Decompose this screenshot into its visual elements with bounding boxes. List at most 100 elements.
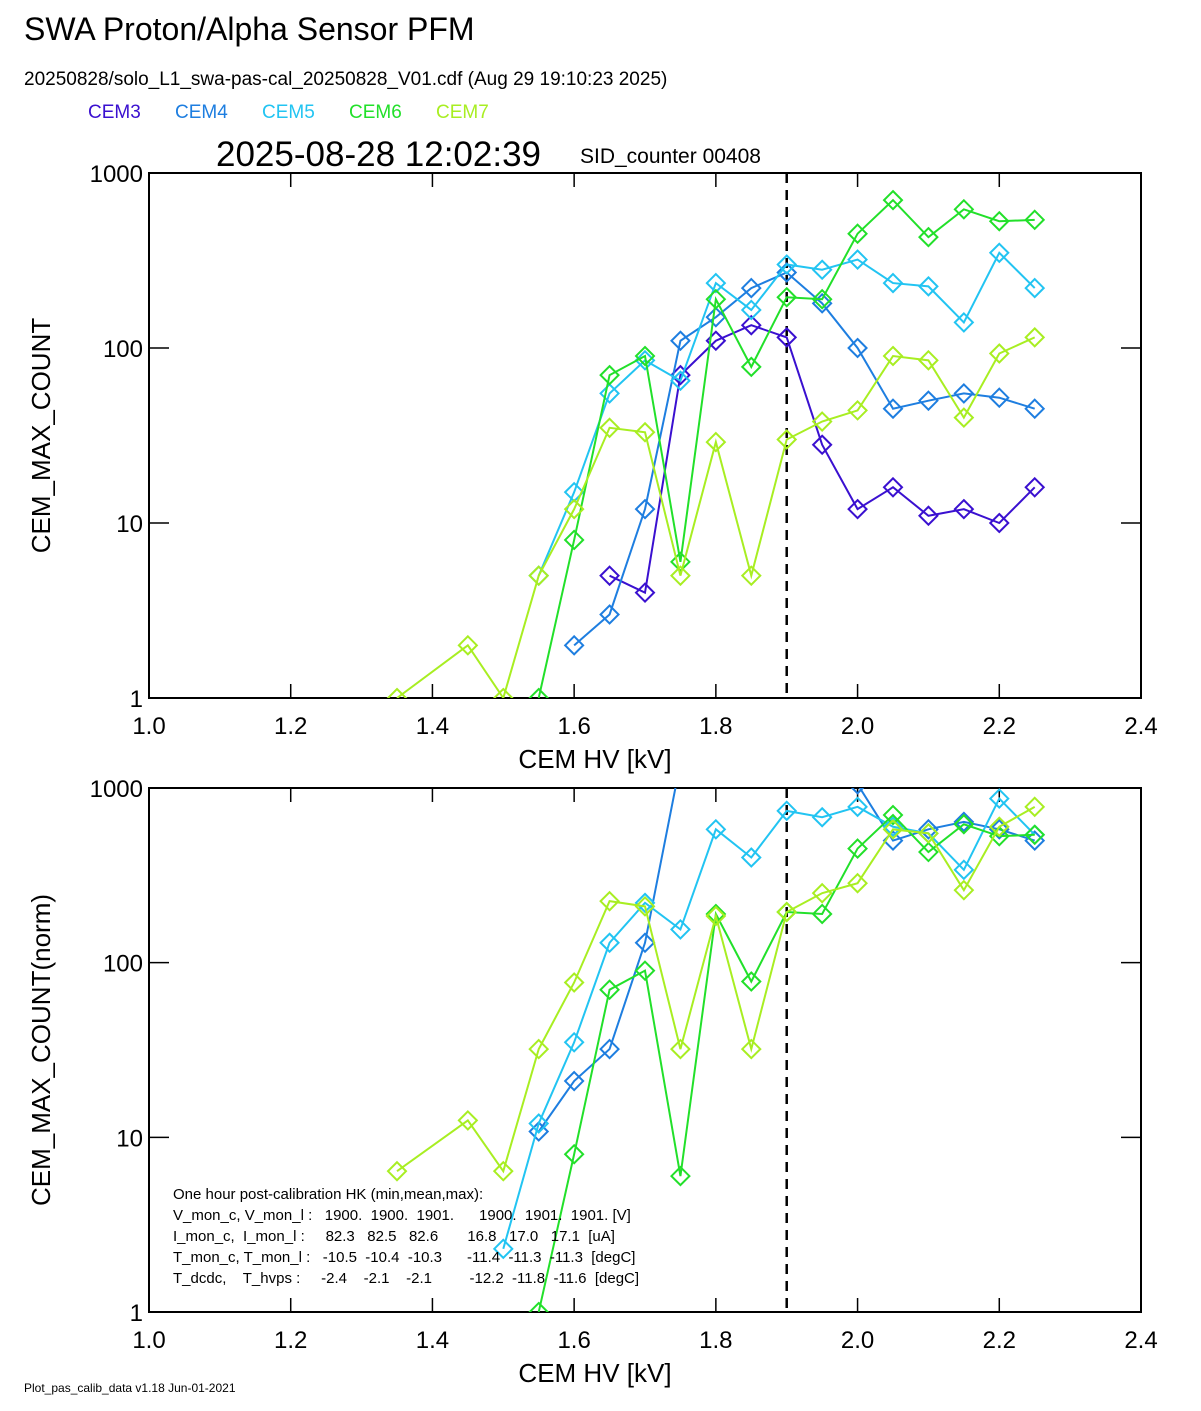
x-tick-label: 1.6 [557, 1327, 590, 1354]
data-point [811, 882, 833, 904]
data-point [599, 1038, 620, 1060]
x-tick-label: 2.0 [841, 713, 874, 740]
data-point [953, 383, 975, 404]
data-point [634, 960, 656, 982]
legend-entry: CEM4 [175, 102, 228, 123]
data-point [918, 822, 939, 844]
data-point [386, 1160, 408, 1182]
data-point [599, 417, 620, 439]
data-point [599, 383, 620, 404]
data-point [882, 345, 904, 367]
data-point [563, 634, 585, 656]
data-point [776, 262, 798, 283]
y-axis-label: CEM_MAX_COUNT [26, 318, 56, 554]
data-point [882, 476, 904, 498]
data-point [705, 903, 727, 925]
x-tick-label: 2.4 [1124, 713, 1157, 740]
counter: SID_counter 00408 [580, 145, 761, 168]
series-line [396, 805, 1036, 1174]
subtitle: 20250828/solo_L1_swa-pas-cal_20250828_V0… [24, 69, 667, 90]
legend-entry: CEM6 [349, 102, 402, 123]
annotation-line: T_mon_c, T_mon_l : -10.5 -10.4 -10.3 -11… [173, 1249, 635, 1266]
data-point [1024, 326, 1046, 348]
x-tick-label: 1.0 [132, 1327, 165, 1354]
data-point [953, 811, 975, 833]
data-point [847, 337, 868, 359]
y-tick-label: 1000 [90, 161, 143, 188]
series-line [537, 251, 1036, 577]
data-point [776, 326, 798, 348]
x-axis-label: CEM HV [kV] [518, 1358, 671, 1388]
data-point [634, 498, 656, 520]
data-point [740, 565, 762, 587]
data-point [563, 498, 585, 520]
data-point [882, 272, 904, 294]
y-tick-label: 1 [130, 686, 143, 713]
data-point [882, 189, 904, 211]
data-point [563, 1070, 585, 1092]
footer: Plot_pas_calib_data v1.18 Jun-01-2021 [24, 1381, 236, 1395]
data-point [634, 349, 656, 371]
data-point [847, 249, 868, 271]
data-point [670, 919, 691, 940]
data-point [918, 505, 939, 527]
series-line [573, 271, 1036, 647]
data-point [882, 804, 904, 826]
data-point [850, 788, 865, 795]
data-point [634, 892, 656, 914]
x-tick-label: 1.2 [274, 1327, 307, 1354]
data-point [847, 796, 868, 818]
data-point [670, 370, 691, 392]
data-point [953, 879, 975, 901]
data-point [988, 788, 1010, 809]
data-point [528, 1113, 550, 1134]
data-point [528, 1038, 550, 1060]
data-point [988, 343, 1010, 364]
data-point [705, 272, 727, 294]
y-axis-label: CEM_MAX_COUNT(norm) [26, 894, 56, 1206]
data-point [740, 314, 762, 336]
x-tick-label: 1.2 [274, 713, 307, 740]
data-point [742, 748, 760, 766]
data-point [705, 905, 727, 927]
data-point [918, 841, 939, 863]
data-point [811, 259, 833, 281]
data-point [918, 390, 939, 412]
data-point [634, 895, 656, 917]
data-point [918, 226, 939, 248]
data-point [953, 407, 975, 429]
data-point [670, 330, 691, 352]
y-tick-label: 100 [103, 336, 143, 363]
x-tick-label: 1.6 [557, 713, 590, 740]
data-point [988, 210, 1010, 232]
x-tick-label: 1.0 [132, 713, 165, 740]
data-point [705, 431, 727, 453]
data-point [670, 1038, 691, 1060]
data-point [740, 847, 762, 868]
data-point [457, 634, 479, 656]
data-point [953, 312, 975, 333]
y-tick-label: 1000 [90, 776, 143, 803]
data-point [670, 551, 691, 573]
series-group [386, 189, 1046, 698]
y-tick-label: 10 [116, 511, 143, 538]
data-point [918, 275, 939, 297]
annotation-line: V_mon_c, V_mon_l : 1900. 1900. 1901. 190… [173, 1207, 631, 1224]
data-point [811, 292, 833, 314]
data-point [1024, 277, 1046, 299]
plot-frame [148, 787, 1142, 1313]
data-point [953, 859, 975, 881]
data-point [882, 818, 904, 840]
x-tick-label: 1.4 [416, 1327, 449, 1354]
data-point [778, 748, 796, 766]
data-point [563, 1143, 585, 1165]
data-point [671, 753, 689, 771]
data-point [740, 277, 762, 299]
data-point [740, 1038, 762, 1060]
data-point [492, 687, 514, 698]
plot-frame [148, 172, 1142, 699]
data-point [847, 223, 868, 245]
x-tick-label: 1.8 [699, 713, 732, 740]
data-point [528, 1121, 550, 1142]
data-point [811, 411, 833, 432]
